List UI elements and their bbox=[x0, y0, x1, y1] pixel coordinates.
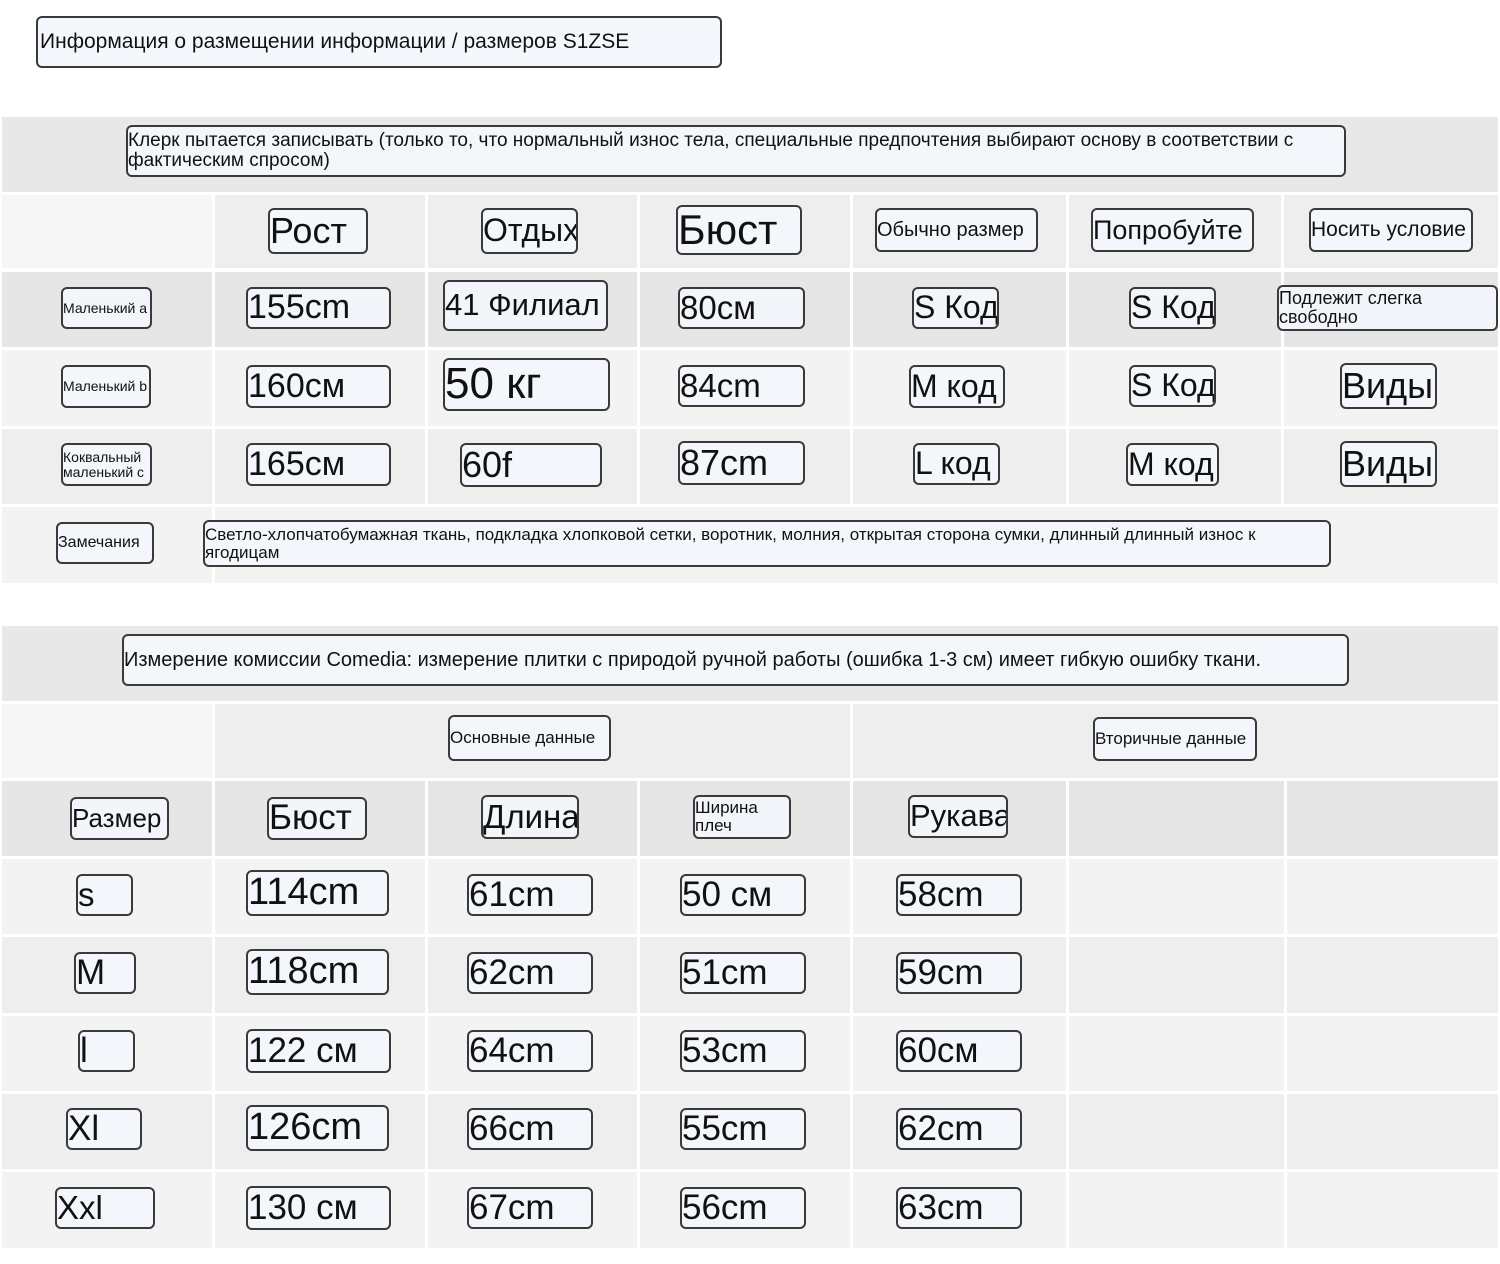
cell-length: 62cm bbox=[467, 952, 593, 994]
cell-bust: 118cm bbox=[246, 949, 389, 995]
cell-length: 64cm bbox=[467, 1030, 593, 1072]
column-header-usual-size: Обычно размер bbox=[875, 208, 1038, 252]
group-header-secondary: Вторичные данные bbox=[1093, 717, 1257, 761]
cell-shoulder-width: 56cm bbox=[680, 1187, 806, 1229]
size-label: Xxl bbox=[55, 1187, 155, 1229]
cell-bust: 126cm bbox=[246, 1105, 389, 1151]
cell-weight: 41 Филиал bbox=[443, 280, 608, 331]
column-header-try: Попробуйте bbox=[1091, 208, 1254, 252]
cell-try: S Код bbox=[1129, 287, 1216, 329]
row-label: Коквальный маленький с bbox=[61, 443, 152, 486]
table1-col-divider bbox=[425, 195, 428, 504]
cell-bust: 122 см bbox=[246, 1029, 391, 1073]
cell-try: S Код bbox=[1129, 365, 1216, 407]
column-header-height: Рост bbox=[268, 208, 368, 254]
cell-bust: 84cm bbox=[678, 365, 805, 407]
cell-bust: 114cm bbox=[246, 870, 389, 916]
table1-header-row bbox=[215, 195, 1498, 268]
cell-bust: 87cm bbox=[678, 441, 805, 485]
cell-wear-condition: Виды bbox=[1340, 441, 1437, 487]
column-header-length: Длина bbox=[481, 795, 579, 839]
table1-col-divider bbox=[212, 195, 215, 583]
cell-try: M код bbox=[1126, 443, 1219, 486]
cell-usual-size: S Код bbox=[912, 287, 999, 329]
cell-weight: 50 кг bbox=[443, 358, 610, 411]
column-header-sleeve: Рукава bbox=[908, 795, 1008, 838]
row-label: Маленький а bbox=[61, 287, 152, 329]
table2-col-divider bbox=[1066, 781, 1069, 1248]
cell-bust: 130 см bbox=[246, 1186, 391, 1230]
size-label: Xl bbox=[66, 1108, 142, 1150]
page-title: Информация о размещении информации / раз… bbox=[36, 16, 722, 68]
table2-note: Измерение комиссии Comedia: измерение пл… bbox=[122, 634, 1349, 686]
size-label: s bbox=[76, 874, 133, 916]
cell-length: 67cm bbox=[467, 1187, 593, 1229]
row-label: Маленький b bbox=[61, 365, 151, 408]
column-header-weight: Отдых bbox=[481, 208, 578, 254]
cell-sleeve: 59cm bbox=[896, 952, 1022, 994]
cell-height: 155cm bbox=[246, 287, 391, 329]
cell-shoulder-width: 50 см bbox=[680, 874, 806, 916]
column-header-wear-condition: Носить условие bbox=[1309, 208, 1473, 252]
table1-corner bbox=[2, 195, 212, 268]
remarks-text: Светло-хлопчатобумажная ткань, подкладка… bbox=[203, 520, 1331, 567]
cell-length: 61cm bbox=[467, 874, 593, 916]
cell-weight: 60f bbox=[460, 443, 602, 487]
cell-sleeve: 58cm bbox=[896, 874, 1022, 916]
table1-note: Клерк пытается записывать (только то, чт… bbox=[126, 125, 1346, 177]
cell-sleeve: 60см bbox=[896, 1030, 1022, 1072]
column-header-bust: Бюст bbox=[267, 797, 367, 840]
cell-height: 165см bbox=[246, 443, 391, 486]
cell-wear-condition: Виды bbox=[1340, 363, 1437, 409]
cell-bust: 80см bbox=[678, 287, 805, 329]
size-label: l bbox=[78, 1030, 135, 1072]
column-header-bust: Бюст bbox=[676, 205, 802, 255]
table2-col-divider bbox=[637, 781, 640, 1248]
cell-wear-condition: Подлежит слегка свободно bbox=[1277, 285, 1498, 331]
cell-usual-size: L код bbox=[913, 443, 1000, 485]
table1-col-divider bbox=[850, 195, 853, 504]
cell-shoulder-width: 53cm bbox=[680, 1030, 806, 1072]
size-label: M bbox=[74, 952, 136, 994]
cell-length: 66cm bbox=[467, 1108, 593, 1150]
group-header-primary: Основные данные bbox=[448, 715, 611, 761]
table2-col-divider bbox=[1284, 781, 1287, 1248]
table2-col-divider bbox=[212, 704, 215, 1248]
table1-col-divider bbox=[637, 195, 640, 504]
cell-height: 160см bbox=[246, 365, 391, 408]
cell-shoulder-width: 55cm bbox=[680, 1108, 806, 1150]
cell-sleeve: 63cm bbox=[896, 1187, 1022, 1229]
table1-col-divider bbox=[1066, 195, 1069, 504]
cell-usual-size: M код bbox=[909, 365, 1005, 408]
remarks-label: Замечания bbox=[56, 522, 154, 564]
table2-col-divider bbox=[425, 781, 428, 1248]
table2-col-divider bbox=[850, 704, 853, 1248]
column-header-shoulder-width: Ширина плеч bbox=[693, 795, 791, 839]
column-header-size: Размер bbox=[70, 797, 169, 840]
cell-shoulder-width: 51cm bbox=[680, 952, 806, 994]
cell-sleeve: 62cm bbox=[896, 1108, 1022, 1150]
table1-col-divider bbox=[1281, 195, 1284, 504]
table2-corner bbox=[2, 704, 212, 778]
